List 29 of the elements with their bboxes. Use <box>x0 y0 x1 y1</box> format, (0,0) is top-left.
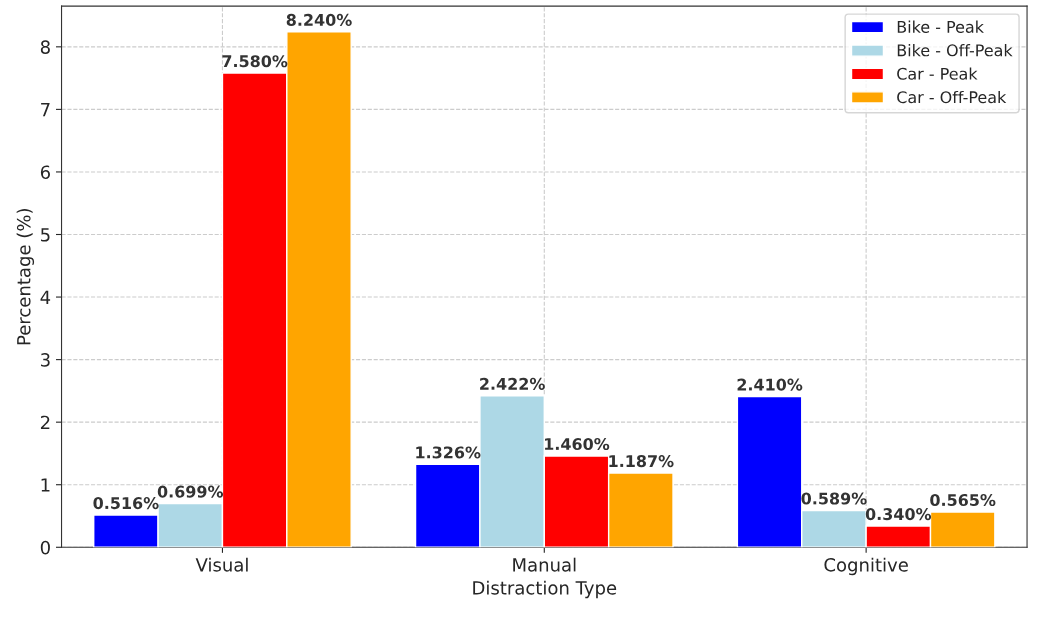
data-label: 8.240% <box>286 13 352 26</box>
data-label: 1.460% <box>545 437 610 451</box>
data-label: 0.565% <box>930 493 996 507</box>
x-axis-title: Distraction Type <box>473 580 617 599</box>
data-label: 0.340% <box>865 508 932 521</box>
data-label: 2.410% <box>737 378 803 391</box>
data-label: 0.589% <box>801 492 867 505</box>
y-axis-title: Percentage (%) <box>16 209 35 345</box>
data-label: 2.422% <box>480 377 545 390</box>
data-label: 1.187% <box>609 455 674 468</box>
x-tick-label: Cognitive <box>824 557 908 576</box>
y-tick-label: 0 <box>40 540 50 555</box>
y-tick-label: 7 <box>41 103 50 117</box>
x-tick-label: Visual <box>195 557 248 572</box>
data-label: 0.699% <box>157 485 224 498</box>
legend-label: Bike - Off-Peak <box>897 43 1013 57</box>
y-tick-label: 2 <box>40 415 50 430</box>
y-tick-label: 4 <box>40 290 51 304</box>
legend-label: Car - Off-Peak <box>897 90 1007 104</box>
y-tick-label: 1 <box>41 478 50 492</box>
y-tick-label: 8 <box>40 40 50 54</box>
y-tick-label: 5 <box>41 228 50 242</box>
y-tick-label: 3 <box>41 353 50 367</box>
legend-label: Car - Peak <box>897 67 978 80</box>
y-tick-label: 6 <box>40 165 50 180</box>
legend-label: Bike - Peak <box>897 20 984 33</box>
data-label: 1.326% <box>416 446 481 459</box>
data-label: 0.516% <box>93 497 159 510</box>
x-tick-label: Manual <box>513 557 576 572</box>
